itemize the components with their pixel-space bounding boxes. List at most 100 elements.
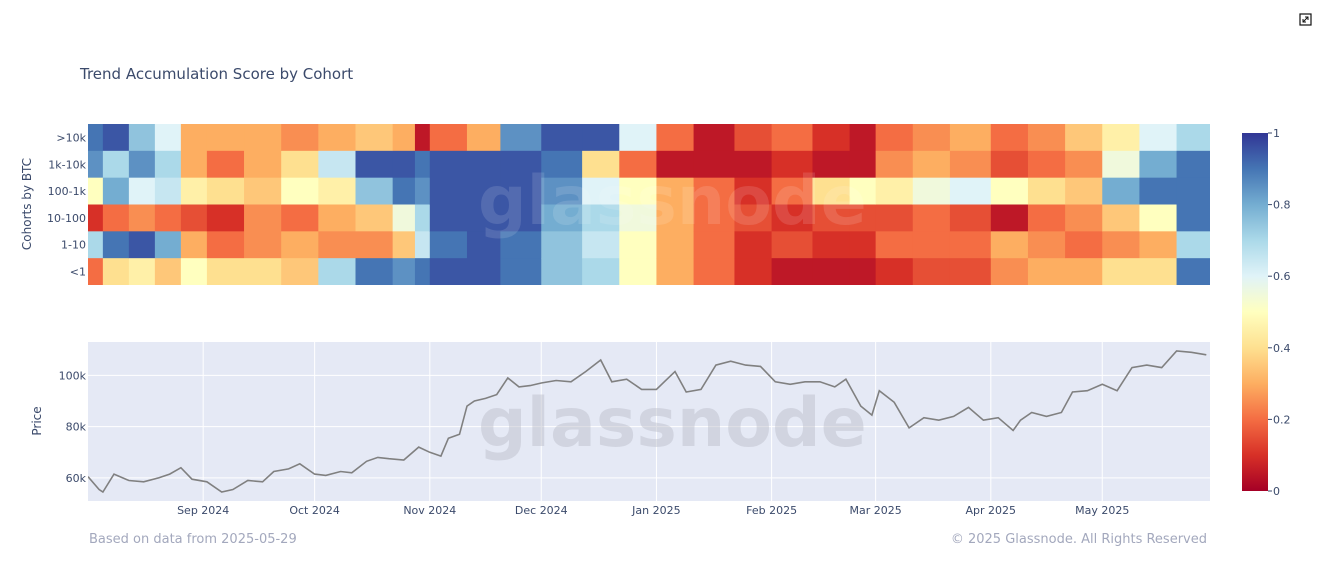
expand-icon[interactable] xyxy=(1299,13,1312,26)
heatmap-cell xyxy=(154,177,182,205)
heatmap-cell xyxy=(812,150,851,179)
heatmap-cell xyxy=(912,258,951,285)
heatmap-cell xyxy=(318,177,357,205)
heatmap-cell xyxy=(771,258,814,285)
heatmap-cell xyxy=(875,204,914,232)
heatmap-cell xyxy=(693,177,736,205)
heatmap-cell xyxy=(392,177,416,205)
heatmap-cell xyxy=(429,150,468,179)
heatmap-cell xyxy=(318,258,357,285)
heatmap-cell xyxy=(1176,231,1210,259)
heatmap-cell xyxy=(656,150,695,179)
heatmap-cell xyxy=(392,204,416,232)
heatmap-cell xyxy=(812,124,851,152)
heatmap-cell xyxy=(88,124,104,152)
heatmap-cell xyxy=(128,258,156,285)
heatmap-cell xyxy=(1102,204,1141,232)
heatmap-cell xyxy=(102,231,130,259)
heatmap-cell xyxy=(1065,204,1103,232)
price-x-tick-label: Dec 2024 xyxy=(515,504,568,517)
heatmap-cell xyxy=(849,204,877,232)
heatmap-cell xyxy=(849,231,877,259)
heatmap-cell xyxy=(771,177,814,205)
heatmap-cell xyxy=(656,124,695,152)
heatmap-cell xyxy=(619,204,658,232)
heatmap-cell xyxy=(206,231,245,259)
heatmap-cell xyxy=(990,150,1029,179)
price-ylabel: Price xyxy=(30,406,44,435)
heatmap-cell xyxy=(1139,258,1178,285)
heatmap-cell xyxy=(281,258,319,285)
heatmap-cell xyxy=(244,204,282,232)
heatmap-cell xyxy=(180,204,208,232)
heatmap-cell xyxy=(875,258,914,285)
colorbar-tick-label: 0.4 xyxy=(1273,342,1291,355)
footer-copyright: © 2025 Glassnode. All Rights Reserved xyxy=(951,532,1207,547)
heatmap-cell xyxy=(206,124,245,152)
heatmap-cell xyxy=(771,124,814,152)
heatmap-cell xyxy=(1139,231,1178,259)
heatmap-cell xyxy=(392,231,416,259)
heatmap-cell xyxy=(281,124,319,152)
heatmap-cell xyxy=(1027,177,1066,205)
heatmap-cell xyxy=(154,204,182,232)
heatmap-cell xyxy=(392,258,416,285)
heatmap-row-label: 100-1k xyxy=(48,185,87,198)
heatmap-ylabel: Cohorts by BTC xyxy=(20,158,34,250)
heatmap-cell xyxy=(541,150,583,179)
heatmap-cell xyxy=(734,124,773,152)
heatmap-row-label: <1 xyxy=(70,266,86,279)
heatmap-cell xyxy=(128,150,156,179)
footer-data-date: Based on data from 2025-05-29 xyxy=(89,532,297,547)
heatmap-cell xyxy=(128,204,156,232)
heatmap-cell xyxy=(734,150,773,179)
heatmap-cell xyxy=(102,258,130,285)
heatmap-cell xyxy=(582,204,620,232)
heatmap-cell xyxy=(466,177,501,205)
heatmap-cell xyxy=(812,204,851,232)
price-gridlines xyxy=(88,342,1210,501)
heatmap-cell xyxy=(582,258,620,285)
price-x-tick-label: Apr 2025 xyxy=(966,504,1017,517)
heatmap-cell xyxy=(1065,177,1103,205)
heatmap-cell xyxy=(1139,204,1178,232)
heatmap-cell xyxy=(500,204,542,232)
price-x-tick-label: May 2025 xyxy=(1075,504,1129,517)
heatmap-cell xyxy=(88,150,104,179)
heatmap-cell xyxy=(734,204,773,232)
heatmap-cell xyxy=(875,124,914,152)
heatmap-cell xyxy=(180,231,208,259)
heatmap-cell xyxy=(656,258,695,285)
price-x-tick-label: Nov 2024 xyxy=(403,504,456,517)
heatmap-cell xyxy=(180,177,208,205)
heatmap-cell xyxy=(656,231,695,259)
heatmap-cell xyxy=(582,177,620,205)
heatmap-cell xyxy=(429,124,468,152)
heatmap-cell xyxy=(990,258,1029,285)
heatmap-cell xyxy=(912,204,951,232)
heatmap-cell xyxy=(244,258,282,285)
heatmap-cell xyxy=(429,204,468,232)
heatmap-cell xyxy=(771,231,814,259)
heatmap-cell xyxy=(88,231,104,259)
heatmap-cell xyxy=(619,177,658,205)
heatmap-cell xyxy=(429,231,468,259)
heatmap-cell xyxy=(414,231,431,259)
heatmap-cell xyxy=(466,258,501,285)
heatmap-cell xyxy=(102,150,130,179)
heatmap-cell xyxy=(102,124,130,152)
heatmap-cells xyxy=(88,124,1210,285)
heatmap-cell xyxy=(1176,150,1210,179)
heatmap-cell xyxy=(812,177,851,205)
heatmap-cell xyxy=(619,258,658,285)
heatmap-cell xyxy=(414,204,431,232)
heatmap-cell xyxy=(154,150,182,179)
heatmap-cell xyxy=(466,204,501,232)
heatmap-cell xyxy=(875,150,914,179)
heatmap-cell xyxy=(206,150,245,179)
price-x-ticks: Sep 2024 Oct 2024 Nov 2024 Dec 2024 Jan 2025… xyxy=(177,504,1129,517)
heatmap-cell xyxy=(541,204,583,232)
heatmap-cell xyxy=(771,150,814,179)
heatmap-cell xyxy=(88,177,104,205)
